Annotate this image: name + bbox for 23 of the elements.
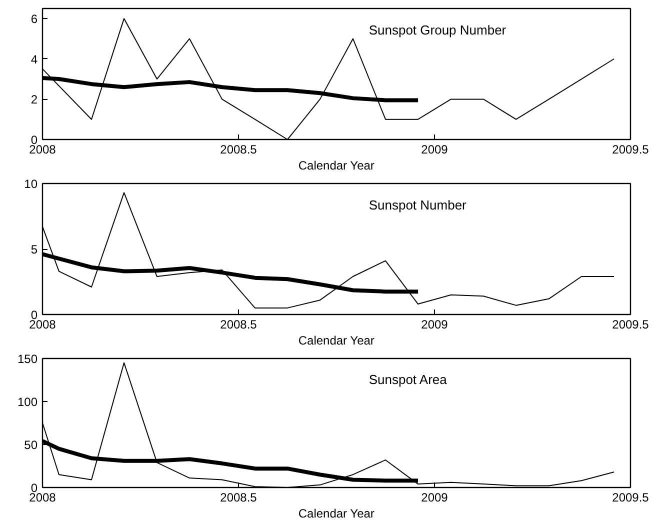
x-tick-label: 2009.5 — [612, 490, 650, 504]
annotation: Sunspot Group Number — [368, 22, 507, 38]
x-tick-label: 2009 — [421, 142, 448, 156]
y-tick-label: 50 — [24, 438, 38, 452]
y-tick-label: 5 — [30, 242, 38, 256]
x-tick-label: 2009.5 — [612, 318, 650, 332]
x-tick-label: 2009 — [421, 490, 448, 504]
x-axis-title: Calendar Year — [298, 158, 374, 172]
x-tick-label: 2009 — [421, 318, 448, 332]
annotation: Sunspot Number — [368, 197, 468, 212]
x-tick-label: 2009.5 — [612, 142, 650, 156]
y-tick-label: 2 — [30, 92, 38, 107]
x-axis-title: Calendar Year — [298, 334, 374, 348]
y-tick-label: 10 — [24, 177, 38, 191]
y-tick-label: 6 — [30, 12, 38, 26]
y-tick-label: 4 — [30, 52, 38, 66]
y-tick-label: 150 — [17, 352, 38, 366]
x-tick-label: 2008.5 — [220, 142, 258, 156]
annotation: Sunspot Area — [368, 372, 448, 387]
x-tick-label: 2008.5 — [220, 490, 258, 504]
x-tick-label: 2008.5 — [220, 318, 258, 332]
x-axis-title: Calendar Year — [298, 506, 374, 520]
y-tick-label: 100 — [17, 395, 38, 409]
